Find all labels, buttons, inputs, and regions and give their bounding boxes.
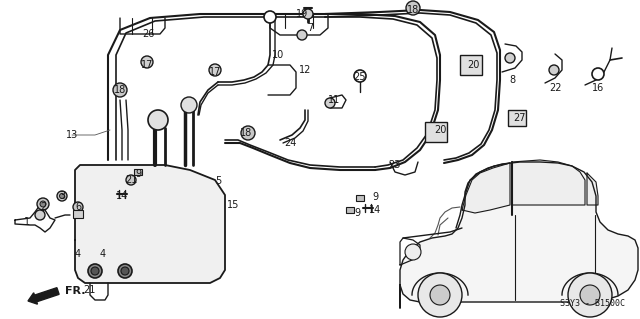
Circle shape: [325, 98, 335, 108]
Text: 7: 7: [307, 23, 313, 33]
Text: 17: 17: [141, 60, 153, 70]
Text: 9: 9: [354, 208, 360, 218]
Polygon shape: [587, 173, 598, 205]
Bar: [356, 195, 364, 201]
Text: 27: 27: [514, 113, 526, 123]
Text: 23: 23: [388, 160, 400, 170]
Bar: [460, 55, 482, 75]
Text: 25: 25: [354, 72, 366, 82]
Circle shape: [40, 201, 46, 207]
Circle shape: [505, 53, 515, 63]
Text: 1: 1: [24, 217, 30, 227]
Circle shape: [118, 264, 132, 278]
Circle shape: [57, 191, 67, 201]
Text: 21: 21: [125, 175, 137, 185]
Circle shape: [430, 285, 450, 305]
Bar: [425, 122, 447, 142]
Text: 18: 18: [240, 128, 252, 138]
Circle shape: [73, 202, 83, 212]
Circle shape: [121, 267, 129, 275]
Circle shape: [88, 264, 102, 278]
Circle shape: [148, 110, 168, 130]
Text: 20: 20: [434, 125, 446, 135]
Text: 3: 3: [59, 191, 65, 201]
Circle shape: [141, 56, 153, 68]
Text: 22: 22: [550, 83, 563, 93]
Polygon shape: [400, 162, 638, 308]
Text: 2: 2: [40, 202, 46, 212]
Text: 8: 8: [509, 75, 515, 85]
Circle shape: [209, 64, 221, 76]
Circle shape: [303, 9, 313, 19]
Text: 21: 21: [83, 285, 95, 295]
Circle shape: [35, 210, 45, 220]
Text: 19: 19: [296, 9, 308, 19]
Circle shape: [592, 68, 604, 80]
Circle shape: [264, 11, 276, 23]
Circle shape: [113, 83, 127, 97]
Text: 14: 14: [116, 191, 128, 201]
Text: 6: 6: [75, 202, 81, 212]
Polygon shape: [462, 163, 510, 213]
Text: 26: 26: [142, 29, 154, 39]
Polygon shape: [512, 160, 585, 205]
Text: 4: 4: [75, 249, 81, 259]
Text: 17: 17: [209, 67, 221, 77]
Text: 4: 4: [100, 249, 106, 259]
Circle shape: [354, 70, 366, 82]
Circle shape: [181, 97, 197, 113]
Text: 12: 12: [299, 65, 311, 75]
Bar: [508, 110, 526, 126]
Bar: [134, 169, 142, 175]
Circle shape: [91, 267, 99, 275]
Text: 16: 16: [592, 83, 604, 93]
Text: 13: 13: [66, 130, 78, 140]
Text: FR.: FR.: [65, 286, 86, 296]
Polygon shape: [75, 165, 225, 283]
Circle shape: [568, 273, 612, 317]
Circle shape: [241, 126, 255, 140]
Text: 15: 15: [227, 200, 239, 210]
Circle shape: [549, 65, 559, 75]
Circle shape: [405, 244, 421, 260]
Circle shape: [37, 198, 49, 210]
Text: 9: 9: [135, 169, 141, 179]
Bar: [346, 207, 354, 213]
Text: 14: 14: [369, 205, 381, 215]
Text: S3Y3 - B1500C: S3Y3 - B1500C: [560, 299, 625, 308]
Text: 18: 18: [114, 85, 126, 95]
Circle shape: [418, 273, 462, 317]
Circle shape: [60, 194, 65, 198]
Text: 10: 10: [272, 50, 284, 60]
Text: 24: 24: [284, 138, 296, 148]
Text: 5: 5: [215, 176, 221, 186]
Circle shape: [406, 1, 420, 15]
Text: 11: 11: [328, 95, 340, 105]
Circle shape: [580, 285, 600, 305]
Circle shape: [126, 175, 136, 185]
Text: 9: 9: [372, 192, 378, 202]
Text: 20: 20: [467, 60, 479, 70]
FancyArrow shape: [28, 288, 59, 304]
Bar: [73, 210, 83, 218]
Text: 18: 18: [407, 5, 419, 15]
Circle shape: [297, 30, 307, 40]
